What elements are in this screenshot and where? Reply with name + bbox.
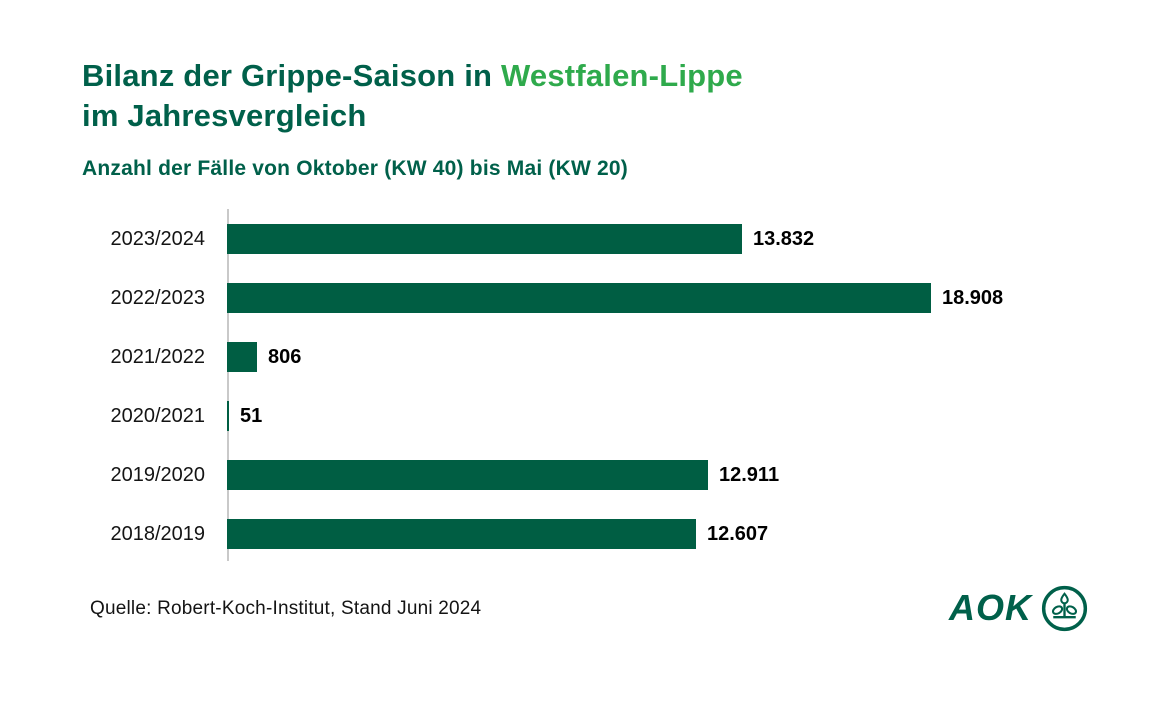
infographic-page: Bilanz der Grippe-Saison in Westfalen-Li… xyxy=(0,56,1152,720)
category-label: 2023/2024 xyxy=(110,227,205,250)
category-label: 2022/2023 xyxy=(110,286,205,309)
aok-logo: AOK xyxy=(949,585,1088,632)
chart-row: 2023/2024 13.832 xyxy=(100,224,1060,254)
bar xyxy=(227,519,696,549)
value-label: 51 xyxy=(240,404,263,427)
title-line2: im Jahresvergleich xyxy=(82,98,367,133)
aok-logo-text: AOK xyxy=(949,586,1032,628)
aok-tree-icon xyxy=(1041,585,1088,632)
title-part: Bilanz der Grippe-Saison in xyxy=(82,58,493,93)
chart-row: 2018/2019 12.607 xyxy=(100,519,1060,549)
chart-row: 2022/2023 18.908 xyxy=(100,283,1060,313)
chart-row: 2021/2022 806 xyxy=(100,342,1060,372)
bar xyxy=(227,401,229,431)
value-label: 806 xyxy=(268,345,302,368)
bar xyxy=(227,342,257,372)
value-label: 18.908 xyxy=(942,286,1004,309)
category-label: 2018/2019 xyxy=(110,522,205,545)
bar-plot: 2023/2024 13.832 2022/2023 18.908 2021/2022 8… xyxy=(100,209,1060,561)
bar xyxy=(227,224,742,254)
chart-row: 2020/2021 51 xyxy=(100,401,1060,431)
category-label: 2020/2021 xyxy=(110,404,205,427)
page-title: Bilanz der Grippe-Saison in Westfalen-Li… xyxy=(82,56,1092,136)
value-label: 12.911 xyxy=(719,463,780,486)
value-label: 13.832 xyxy=(753,227,815,250)
source-note: Quelle: Robert-Koch-Institut, Stand Juni… xyxy=(90,597,482,619)
title-highlight: Westfalen-Lippe xyxy=(501,58,743,93)
bar xyxy=(227,460,708,490)
axis-line xyxy=(227,209,229,561)
chart-row: 2019/2020 12.911 xyxy=(100,460,1060,490)
value-label: 12.607 xyxy=(707,522,769,545)
category-label: 2019/2020 xyxy=(110,463,205,486)
chart-subtitle: Anzahl der Fälle von Oktober (KW 40) bis… xyxy=(82,157,628,180)
bar xyxy=(227,283,931,313)
footer: Quelle: Robert-Koch-Institut, Stand Juni… xyxy=(90,585,1088,632)
category-label: 2021/2022 xyxy=(110,345,205,368)
